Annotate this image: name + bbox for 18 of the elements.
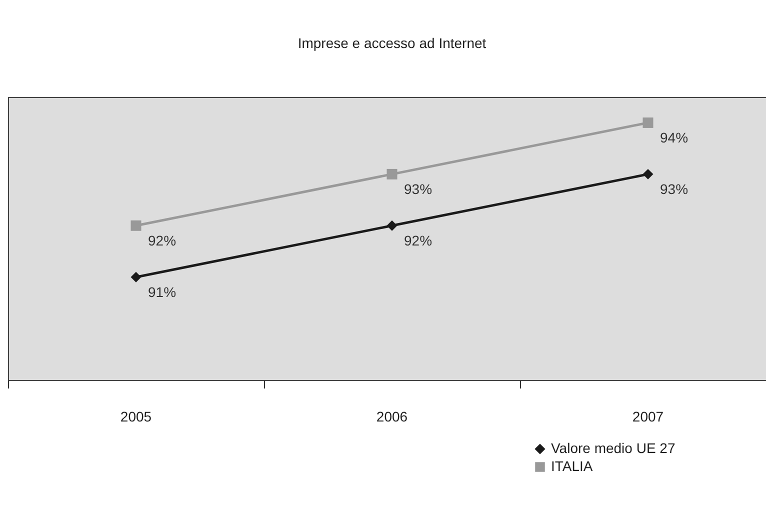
point bbox=[130, 220, 142, 231]
point bbox=[386, 168, 398, 180]
data-label: 94% bbox=[660, 130, 688, 146]
data-label: 92% bbox=[148, 232, 176, 249]
point bbox=[130, 272, 142, 282]
chart-title: Imprese e accesso ad Internet bbox=[298, 35, 486, 51]
data-label: 92% bbox=[404, 232, 432, 249]
data-label: 93% bbox=[404, 181, 432, 198]
point bbox=[386, 220, 398, 231]
point bbox=[642, 168, 654, 180]
point bbox=[642, 117, 654, 128]
legend-label: Valore medio UE 27 bbox=[551, 440, 676, 456]
legend-label: ITALIA bbox=[551, 458, 594, 474]
data-label: 91% bbox=[148, 284, 176, 300]
x-tick-label: 2005 bbox=[120, 408, 152, 424]
x-tick-label: 2007 bbox=[632, 408, 664, 424]
x-tick-label: 2006 bbox=[376, 408, 408, 424]
data-label: 93% bbox=[660, 181, 688, 198]
